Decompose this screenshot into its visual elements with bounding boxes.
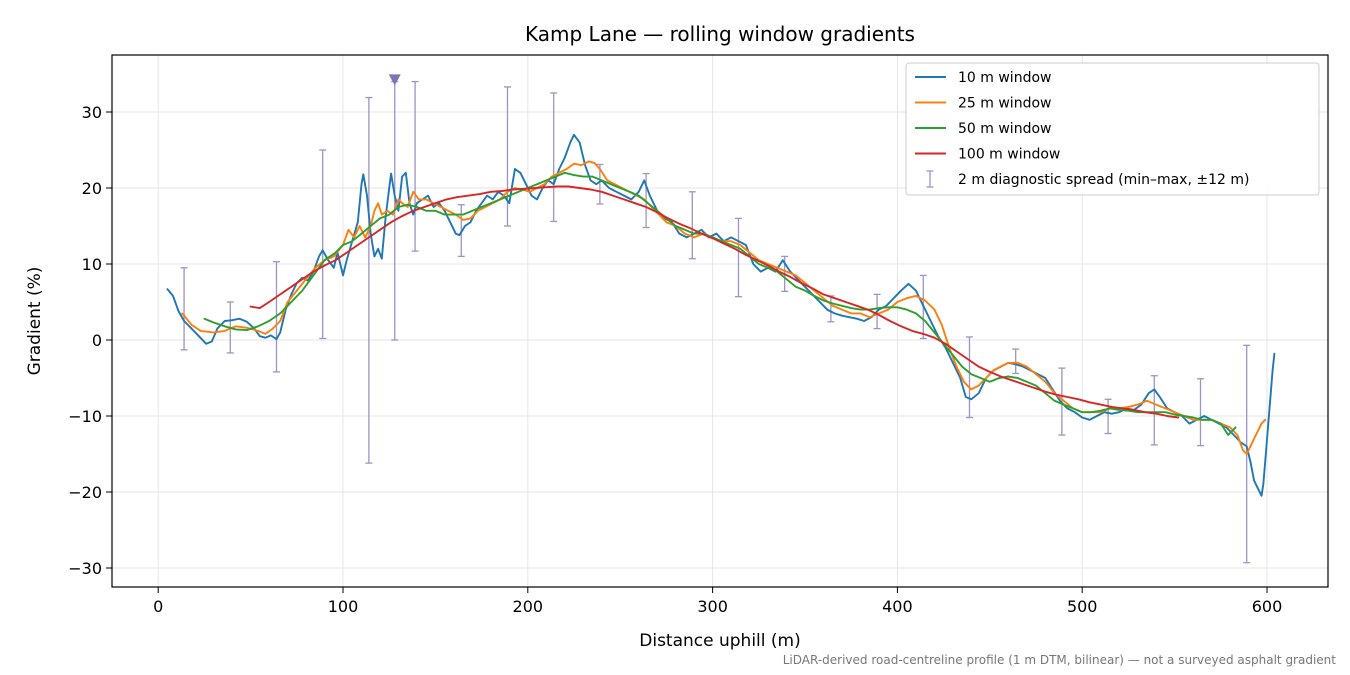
y-tick-label: −10 xyxy=(68,407,102,426)
error-bar xyxy=(1196,378,1204,447)
legend-box xyxy=(905,62,1320,196)
error-bar xyxy=(503,86,511,227)
y-tick-label: 20 xyxy=(82,179,102,198)
y-axis-ticks: −30 −20 −10 0 10 20 30 xyxy=(68,103,112,578)
y-tick-label: 0 xyxy=(92,331,102,350)
series-line-4 xyxy=(249,185,1180,419)
error-bar xyxy=(180,267,188,351)
chart-footnote: LiDAR-derived road-centreline profile (1… xyxy=(783,653,1337,667)
error-bar xyxy=(1012,348,1020,375)
error-bar xyxy=(411,80,419,252)
x-tick-label: 100 xyxy=(328,597,359,616)
error-bar xyxy=(550,92,558,223)
series-line-1 xyxy=(166,133,1276,497)
legend-label: 50 m window xyxy=(958,121,1051,137)
error-bar xyxy=(965,336,973,419)
chart-legend: 10 m window 25 m window 50 m window 100 m w… xyxy=(905,62,1320,196)
grid-lines xyxy=(112,55,1328,587)
x-tick-label: 600 xyxy=(1252,597,1283,616)
y-axis-label: Gradient (%) xyxy=(25,267,45,376)
error-bar xyxy=(1150,375,1158,446)
x-tick-label: 0 xyxy=(153,597,163,616)
error-bar xyxy=(596,163,604,205)
series-line-3 xyxy=(203,171,1237,436)
series-lines xyxy=(166,133,1276,497)
peak-marker-layer xyxy=(388,74,401,86)
chart-title: Kamp Lane — rolling window gradients xyxy=(525,22,915,46)
x-axis-label: Distance uphill (m) xyxy=(639,631,800,651)
legend-label: 100 m window xyxy=(958,147,1060,163)
x-tick-label: 500 xyxy=(1067,597,1098,616)
x-axis-ticks: 0 100 200 300 400 500 600 xyxy=(153,587,1282,616)
x-tick-label: 200 xyxy=(513,597,544,616)
peak-marker xyxy=(388,74,401,86)
error-bar xyxy=(1104,398,1112,435)
error-bar xyxy=(688,191,696,260)
x-tick-label: 300 xyxy=(697,597,728,616)
error-bar xyxy=(365,96,373,464)
legend-label: 25 m window xyxy=(958,96,1051,112)
plot-frame xyxy=(111,54,1329,588)
y-tick-label: −30 xyxy=(68,559,102,578)
error-bar xyxy=(319,149,327,340)
legend-errorbar-swatch xyxy=(926,170,934,188)
y-tick-label: 10 xyxy=(82,255,102,274)
error-bar xyxy=(734,217,742,298)
legend-label: 10 m window xyxy=(958,70,1051,86)
y-tick-label: 30 xyxy=(82,103,102,122)
x-tick-label: 400 xyxy=(882,597,913,616)
y-tick-label: −20 xyxy=(68,483,102,502)
legend-label: 2 m diagnostic spread (min–max, ±12 m) xyxy=(958,172,1249,188)
